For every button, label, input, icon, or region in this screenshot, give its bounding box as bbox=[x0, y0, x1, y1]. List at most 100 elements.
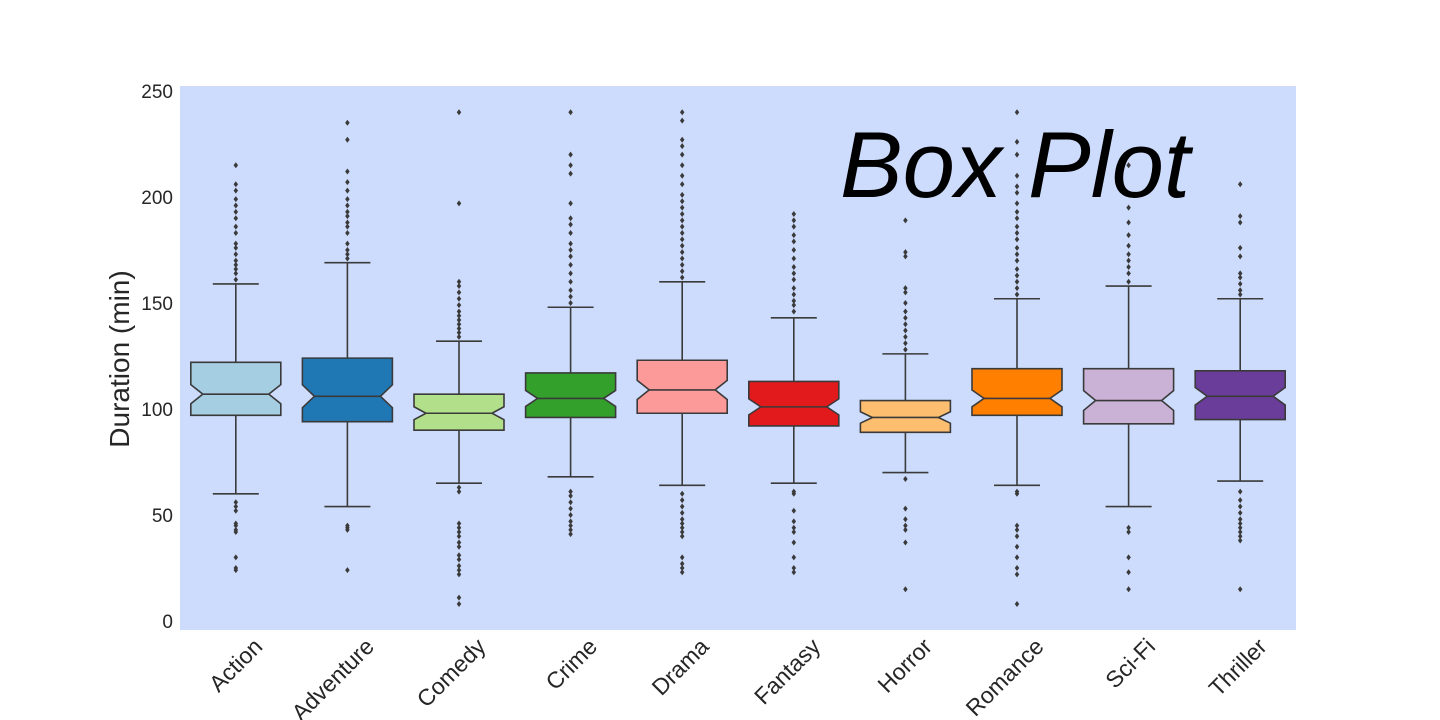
outlier-point bbox=[1014, 266, 1020, 273]
x-tick-label: Sci-Fi bbox=[1100, 633, 1160, 693]
outlier-point bbox=[456, 552, 462, 559]
outlier-point bbox=[1237, 181, 1243, 188]
outlier-point bbox=[456, 524, 462, 531]
outlier-point bbox=[568, 240, 573, 247]
outlier-point bbox=[903, 300, 908, 306]
outlier-point bbox=[903, 526, 908, 533]
outlier-point bbox=[791, 524, 797, 531]
outlier-point bbox=[679, 198, 685, 205]
outlier-point bbox=[233, 499, 239, 506]
outlier-point bbox=[1237, 520, 1243, 527]
outlier-point bbox=[1237, 488, 1243, 495]
outlier-point bbox=[679, 217, 685, 224]
outlier-point bbox=[456, 321, 462, 328]
outlier-point bbox=[568, 293, 573, 300]
outlier-point bbox=[1126, 162, 1131, 169]
outlier-point bbox=[679, 268, 685, 275]
outlier-point bbox=[679, 249, 685, 256]
outlier-point bbox=[903, 522, 908, 529]
box-thriller bbox=[1194, 181, 1286, 593]
outlier-point bbox=[679, 136, 685, 143]
outlier-point bbox=[791, 565, 797, 571]
outlier-point bbox=[568, 230, 573, 237]
outlier-point bbox=[791, 247, 797, 253]
box-body bbox=[859, 399, 952, 434]
outlier-point bbox=[1126, 569, 1131, 576]
outlier-point bbox=[568, 247, 573, 253]
outlier-point bbox=[1014, 230, 1020, 237]
outlier-point bbox=[568, 151, 573, 158]
outlier-point bbox=[568, 531, 573, 538]
outlier-point bbox=[903, 253, 908, 260]
outlier-point bbox=[1126, 524, 1131, 531]
box-body bbox=[1194, 370, 1286, 421]
outlier-point bbox=[233, 240, 239, 247]
x-tick-label: Horror bbox=[872, 633, 937, 698]
outlier-point bbox=[568, 488, 573, 495]
outlier-point bbox=[679, 560, 685, 567]
y-tick-label: 100 bbox=[141, 400, 173, 421]
outlier-point bbox=[345, 255, 350, 262]
outlier-point bbox=[791, 539, 797, 546]
outlier-point bbox=[679, 503, 685, 510]
outlier-point bbox=[568, 512, 573, 518]
x-tick-label: Fantasy bbox=[749, 633, 826, 710]
outlier-point bbox=[1237, 524, 1243, 531]
outlier-point bbox=[1237, 533, 1243, 540]
outlier-point bbox=[1014, 172, 1020, 179]
outlier-point bbox=[233, 162, 239, 169]
outlier-point bbox=[456, 528, 462, 535]
outlier-point bbox=[679, 255, 685, 262]
outlier-point bbox=[345, 251, 350, 258]
outlier-point bbox=[345, 223, 350, 230]
outlier-point bbox=[233, 223, 239, 230]
outlier-point bbox=[456, 567, 462, 574]
outlier-point bbox=[456, 594, 462, 601]
outlier-point bbox=[1014, 543, 1020, 550]
outlier-point bbox=[1014, 151, 1020, 158]
outlier-point bbox=[345, 230, 350, 237]
y-axis-title: Duration (min) bbox=[104, 270, 135, 447]
x-tick-label: Action bbox=[204, 633, 268, 697]
outlier-point bbox=[903, 321, 908, 328]
outlier-point bbox=[568, 505, 573, 512]
outlier-point bbox=[233, 202, 239, 209]
outlier-point bbox=[679, 162, 685, 169]
outlier-point bbox=[568, 170, 573, 177]
outlier-point bbox=[345, 168, 350, 175]
outlier-point bbox=[345, 119, 350, 126]
outlier-point bbox=[233, 208, 239, 215]
outlier-point bbox=[791, 528, 797, 535]
outlier-point bbox=[456, 333, 462, 340]
outlier-point bbox=[1237, 528, 1243, 535]
outlier-point bbox=[1014, 244, 1020, 251]
x-tick-label: Crime bbox=[540, 633, 602, 695]
outlier-point bbox=[456, 308, 462, 315]
outlier-point bbox=[903, 333, 908, 340]
outlier-point bbox=[568, 518, 573, 525]
outlier-point bbox=[456, 316, 462, 323]
box-body bbox=[748, 380, 840, 427]
outlier-point bbox=[1237, 274, 1243, 281]
outlier-point bbox=[1126, 251, 1131, 258]
outlier-point bbox=[1126, 586, 1131, 593]
x-tick-label: Comedy bbox=[412, 633, 491, 712]
outlier-point bbox=[903, 249, 908, 256]
outlier-point bbox=[233, 507, 239, 514]
outlier-point bbox=[791, 302, 797, 309]
outlier-point bbox=[791, 210, 797, 217]
outlier-point bbox=[233, 266, 239, 273]
outlier-point bbox=[1237, 213, 1243, 220]
outlier-point bbox=[233, 554, 239, 561]
outlier-point bbox=[1126, 528, 1131, 535]
outlier-point bbox=[456, 325, 462, 332]
outlier-point bbox=[233, 261, 239, 268]
outlier-point bbox=[679, 490, 685, 497]
outlier-point bbox=[1237, 244, 1243, 251]
box-body bbox=[190, 361, 282, 417]
outlier-point bbox=[1126, 219, 1131, 226]
x-tick-label: Romance bbox=[961, 633, 1049, 720]
outlier-point bbox=[679, 242, 685, 249]
box-action bbox=[190, 162, 282, 574]
